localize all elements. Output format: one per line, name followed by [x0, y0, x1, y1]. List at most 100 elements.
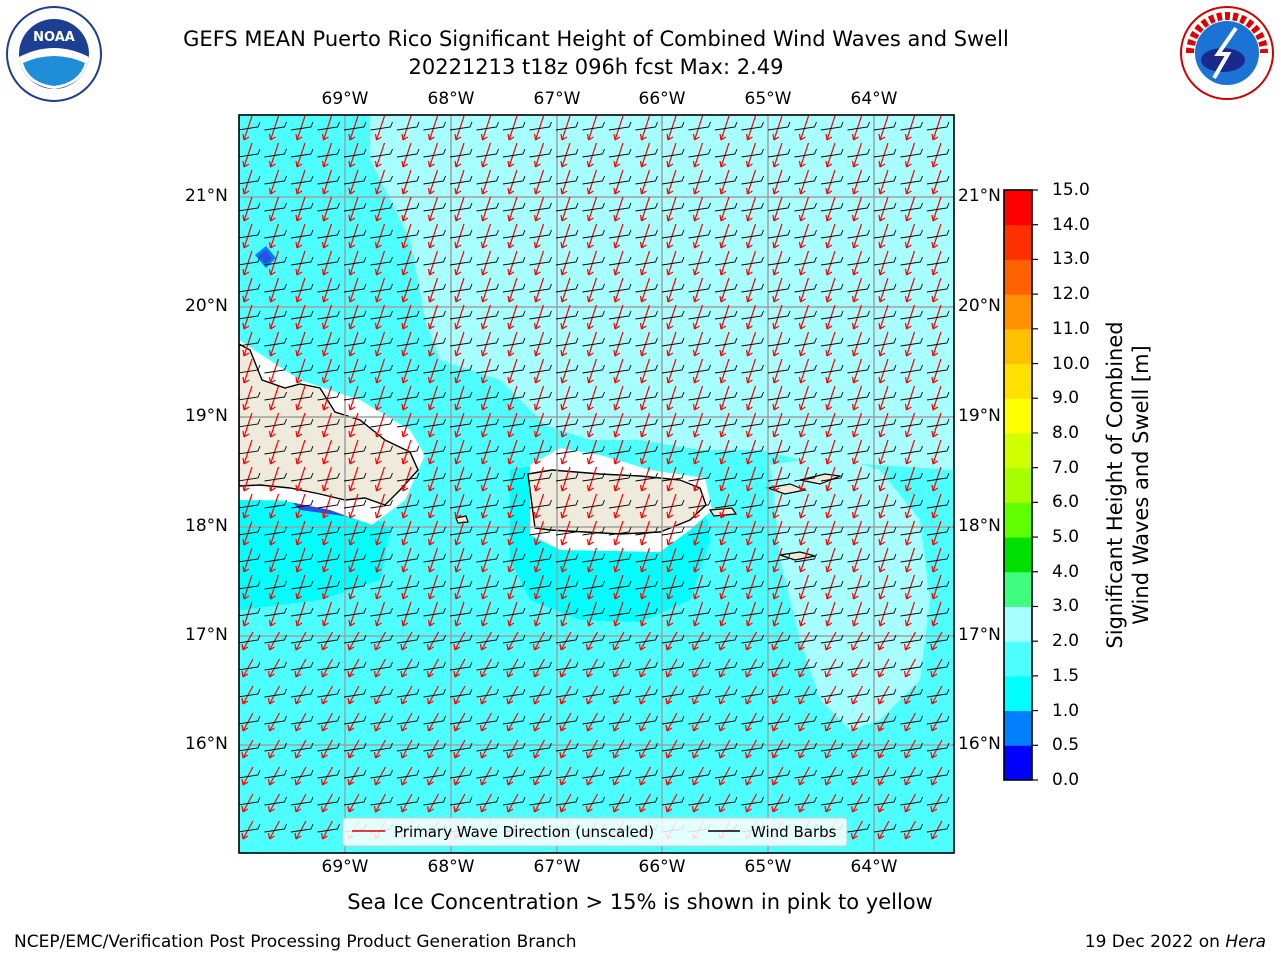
- wave-direction-arrow: [348, 115, 359, 141]
- wave-direction-arrow: [320, 766, 334, 786]
- wind-barb: [900, 337, 923, 347]
- wind-barb: [900, 661, 923, 671]
- wind-barb: [635, 364, 658, 374]
- wind-barb: [582, 418, 605, 428]
- wind-barb: [900, 148, 923, 158]
- wind-barb: [582, 661, 605, 671]
- wind-barb: [396, 769, 420, 779]
- wave-direction-arrow: [878, 250, 889, 276]
- wave-direction-arrow: [532, 658, 546, 678]
- wave-direction-arrow: [560, 142, 571, 168]
- wave-direction-arrow: [639, 439, 651, 465]
- wave-direction-arrow: [401, 601, 412, 627]
- wind-barb: [661, 175, 685, 185]
- colorbar-tick-label: 10.0: [1052, 353, 1090, 374]
- wave-direction-arrow: [666, 115, 677, 141]
- wind-barb: [847, 580, 870, 590]
- wave-direction-arrow: [295, 277, 306, 303]
- wind-barb: [688, 526, 711, 536]
- wave-direction-arrow: [267, 631, 281, 651]
- wave-direction-arrow: [771, 766, 784, 786]
- wave-direction-arrow: [295, 547, 306, 573]
- lat-label-left-17n: 17°N: [185, 625, 228, 645]
- wind-barb: [767, 121, 791, 131]
- wave-direction-arrow: [347, 712, 360, 732]
- wind-barb: [741, 337, 764, 347]
- wave-direction-arrow: [719, 520, 730, 546]
- wave-direction-arrow: [373, 739, 387, 759]
- wave-direction-arrow: [427, 493, 439, 519]
- wind-barb: [423, 499, 446, 509]
- wave-direction-arrow: [745, 331, 757, 357]
- wind-barb: [926, 445, 950, 455]
- wind-barb: [847, 418, 870, 428]
- wave-direction-arrow: [771, 631, 784, 651]
- wave-direction-arrow: [453, 766, 466, 786]
- wind-barb: [608, 580, 632, 590]
- wind-barb: [449, 742, 473, 752]
- wind-barb: [370, 607, 393, 617]
- lon-label-top-68w: 68°W: [427, 89, 475, 109]
- wave-direction-arrow: [798, 115, 810, 141]
- wave-direction-arrow: [453, 658, 466, 678]
- wave-direction-arrow: [825, 493, 836, 519]
- wave-direction-arrow: [638, 685, 652, 705]
- wind-barb: [820, 202, 844, 212]
- wind-barb: [767, 418, 791, 428]
- wind-barb: [449, 526, 473, 536]
- wave-direction-arrow: [507, 277, 518, 303]
- wave-direction-arrow: [559, 685, 572, 705]
- wind-barb: [317, 526, 340, 536]
- wind-barb: [264, 310, 287, 320]
- wave-direction-arrow: [745, 196, 757, 222]
- wave-direction-arrow: [400, 793, 413, 813]
- colorbar-label-line2: Wind Waves and Swell [m]: [1129, 345, 1153, 625]
- wave-direction-arrow: [507, 574, 518, 600]
- wind-barb: [900, 391, 923, 401]
- wave-direction-arrow: [348, 169, 359, 195]
- wind-barb: [847, 229, 870, 239]
- wave-direction-arrow: [903, 820, 917, 840]
- wind-barb: [794, 553, 817, 563]
- wave-direction-arrow: [348, 466, 359, 492]
- wind-barb: [794, 634, 817, 644]
- wind-barb: [926, 229, 950, 239]
- wave-direction-arrow: [931, 601, 942, 627]
- wind-barb: [317, 364, 340, 374]
- wind-barb: [529, 472, 552, 482]
- wind-barb: [582, 769, 605, 779]
- wind-barb: [635, 121, 658, 131]
- wind-barb: [343, 661, 367, 671]
- wind-barb: [847, 148, 870, 158]
- wave-direction-arrow: [454, 169, 465, 195]
- wave-direction-arrow: [242, 466, 253, 492]
- wave-direction-arrow: [797, 685, 811, 705]
- wave-direction-arrow: [744, 631, 758, 651]
- wind-barb: [476, 796, 499, 806]
- wave-direction-arrow: [242, 250, 253, 276]
- wave-direction-arrow: [268, 142, 280, 168]
- wave-direction-arrow: [374, 304, 386, 330]
- wave-direction-arrow: [824, 631, 837, 651]
- wind-barb: [582, 553, 605, 563]
- wind-barb: [582, 121, 605, 131]
- wave-direction-arrow: [374, 358, 386, 384]
- wave-direction-arrow: [480, 250, 492, 276]
- wind-barb: [423, 742, 446, 752]
- wind-barb: [529, 364, 552, 374]
- wind-barb: [449, 202, 473, 212]
- wave-direction-arrow: [903, 685, 917, 705]
- wave-direction-arrow: [560, 331, 571, 357]
- wind-barb: [767, 526, 791, 536]
- wind-barb: [502, 256, 526, 266]
- wind-barb: [343, 580, 367, 590]
- wave-direction-arrow: [638, 631, 652, 651]
- wind-barb: [661, 526, 685, 536]
- wave-direction-arrow: [241, 658, 254, 678]
- wave-direction-arrow: [613, 601, 624, 627]
- wave-direction-arrow: [877, 712, 890, 732]
- wave-direction-arrow: [851, 547, 863, 573]
- wave-direction-arrow: [295, 115, 306, 141]
- wave-direction-arrow: [532, 631, 546, 651]
- wind-barb: [370, 337, 393, 347]
